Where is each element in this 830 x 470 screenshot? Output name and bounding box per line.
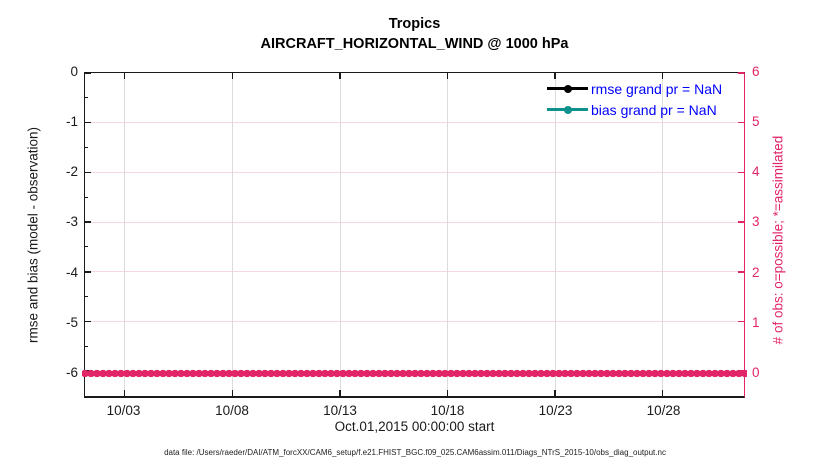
tick-mark <box>738 221 744 223</box>
tick-mark <box>661 73 664 79</box>
gridline-vertical <box>232 73 234 396</box>
y-left-tick-label: -6 <box>65 364 78 380</box>
tick-mark <box>738 72 744 74</box>
y-axis-left-label: rmse and bias (model - observation) <box>25 126 41 344</box>
tick-mark <box>554 73 556 79</box>
chart-title: Tropics AIRCRAFT_HORIZONTAL_WIND @ 1000 … <box>84 14 745 54</box>
obs-count-marker-band <box>82 369 747 378</box>
tick-mark-minor <box>85 246 88 248</box>
bias-line-sample <box>547 105 588 114</box>
tick-mark <box>446 73 449 79</box>
data-file-path: data file: /Users/raeder/DAI/ATM_forcXX/… <box>164 448 666 457</box>
y-right-tick-label: 0 <box>752 364 760 380</box>
gridline-vertical <box>554 73 556 396</box>
gridline-horizontal <box>85 320 744 322</box>
x-tick-label: 10/13 <box>323 403 357 418</box>
legend-item-bias: bias grand pr = NaN <box>547 99 722 120</box>
tick-mark <box>123 390 126 396</box>
gridline-vertical <box>123 73 125 396</box>
y-left-tick-label: 0 <box>70 64 78 79</box>
tick-mark <box>738 271 744 273</box>
tick-mark <box>231 390 234 396</box>
x-axis-label: Oct.01,2015 00:00:00 start <box>334 419 495 434</box>
gridline-vertical <box>339 73 341 396</box>
y-left-tick-label: -1 <box>65 114 78 130</box>
rmse-marker-icon <box>563 84 572 93</box>
legend: rmse grand pr = NaN bias grand pr = NaN <box>547 78 722 120</box>
tick-mark <box>446 390 449 396</box>
tick-mark-minor <box>85 147 88 149</box>
tick-mark <box>85 320 91 323</box>
tick-mark <box>85 72 91 74</box>
tick-mark-minor <box>85 296 88 298</box>
y-axis-right-label: # of obs: o=possible; *=assimilated <box>770 135 786 345</box>
legend-item-rmse: rmse grand pr = NaN <box>547 78 722 99</box>
y-left-tick-label: -2 <box>65 164 78 180</box>
tick-mark <box>738 320 744 323</box>
title-line-1: Tropics <box>388 16 441 32</box>
y-right-tick-label: 4 <box>752 164 760 180</box>
tick-mark <box>554 390 556 396</box>
legend-label-bias: bias grand pr = NaN <box>591 101 717 118</box>
y-right-tick-label: 2 <box>752 264 760 280</box>
gridline-horizontal <box>85 221 744 223</box>
y-right-tick-label: 3 <box>752 214 760 230</box>
y-right-tick-label: 6 <box>752 64 760 79</box>
tick-mark <box>85 221 91 223</box>
tick-mark <box>738 121 744 124</box>
tick-mark-minor <box>85 345 88 347</box>
tick-mark <box>85 121 91 124</box>
tick-mark-minor <box>85 196 88 198</box>
y-left-tick-label: -5 <box>65 314 78 330</box>
tick-mark <box>123 73 126 79</box>
tick-mark <box>231 73 234 79</box>
title-line-2: AIRCRAFT_HORIZONTAL_WIND @ 1000 hPa <box>260 36 569 52</box>
x-tick-label: 10/03 <box>106 403 141 418</box>
tick-mark <box>339 390 341 396</box>
gridline-horizontal <box>85 171 744 173</box>
x-tick-label: 10/08 <box>215 403 249 418</box>
tick-mark <box>85 171 91 174</box>
y-left-tick-label: -4 <box>65 264 78 280</box>
tick-mark <box>339 73 341 79</box>
gridline-horizontal <box>85 122 744 124</box>
x-tick-label: 10/23 <box>538 403 573 418</box>
gridline-vertical <box>662 73 664 396</box>
gridline-vertical <box>446 73 448 396</box>
x-tick-label: 10/18 <box>430 403 465 418</box>
tick-mark <box>85 271 91 273</box>
plot-area <box>84 72 745 398</box>
gridline-horizontal <box>85 271 744 273</box>
tick-mark-minor <box>85 97 88 99</box>
y-left-tick-label: -3 <box>65 214 78 230</box>
legend-label-rmse: rmse grand pr = NaN <box>591 80 723 97</box>
y-right-tick-label: 5 <box>752 114 760 130</box>
tick-mark <box>738 171 744 174</box>
x-tick-label: 10/28 <box>646 403 681 418</box>
tick-mark <box>661 390 664 396</box>
rmse-line-sample <box>547 84 588 93</box>
y-right-tick-label: 1 <box>752 314 760 330</box>
bias-marker-icon <box>563 105 572 114</box>
